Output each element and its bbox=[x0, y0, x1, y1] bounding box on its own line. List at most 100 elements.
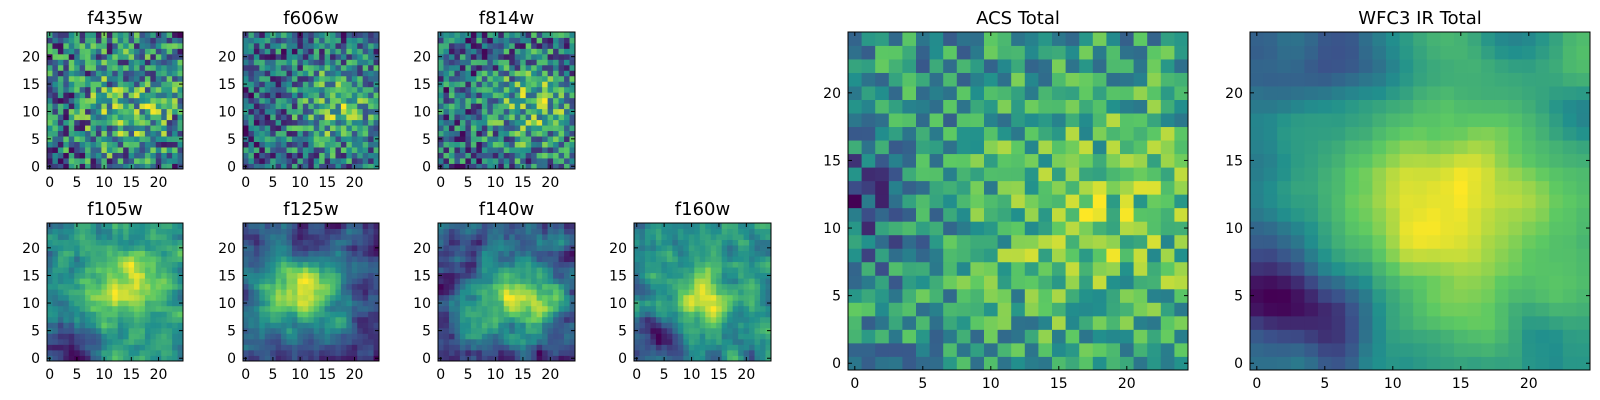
heatmap-cell bbox=[661, 267, 668, 274]
heatmap-cell bbox=[340, 37, 347, 44]
heatmap-cell bbox=[547, 53, 554, 60]
heatmap-cell bbox=[357, 48, 364, 55]
heatmap-cell bbox=[492, 333, 499, 340]
heatmap-cell bbox=[498, 250, 505, 257]
heatmap-cell bbox=[487, 81, 494, 88]
heatmap-cell bbox=[259, 261, 266, 268]
heatmap-cell bbox=[351, 125, 358, 132]
heatmap-cell bbox=[139, 223, 146, 229]
heatmap-cell bbox=[492, 322, 499, 329]
heatmap-cell bbox=[448, 228, 455, 235]
heatmap-cell bbox=[335, 147, 342, 153]
heatmap-cell bbox=[346, 294, 353, 301]
heatmap-cell bbox=[655, 250, 662, 257]
heatmap-cells bbox=[243, 223, 380, 362]
heatmap-cell bbox=[558, 278, 565, 285]
heatmap-cell bbox=[275, 311, 282, 318]
heatmap-cell bbox=[52, 163, 59, 170]
heatmap-cell bbox=[525, 103, 532, 110]
heatmap-cell bbox=[694, 234, 701, 240]
heatmap-cell bbox=[997, 288, 1012, 303]
heatmap-cell bbox=[525, 59, 532, 66]
heatmap-cell bbox=[313, 272, 320, 279]
heatmap-cell bbox=[476, 245, 483, 251]
heatmap-cell bbox=[319, 239, 325, 246]
heatmap-cell bbox=[564, 81, 570, 88]
heatmap-cell bbox=[172, 92, 178, 99]
heatmap-cell bbox=[749, 223, 755, 229]
heatmap-cell bbox=[650, 344, 657, 351]
heatmap-cell bbox=[166, 136, 173, 142]
heatmap-cell bbox=[547, 294, 554, 301]
heatmap-cell bbox=[264, 228, 271, 235]
heatmap-cell bbox=[564, 239, 570, 246]
heatmap-cell bbox=[683, 333, 690, 340]
panel-title: f160w bbox=[675, 199, 730, 220]
heatmap-cell bbox=[498, 289, 505, 296]
heatmap-cell bbox=[57, 64, 64, 71]
heatmap-cell bbox=[564, 158, 570, 164]
heatmap-cell bbox=[738, 316, 744, 323]
heatmap-cell bbox=[155, 136, 162, 142]
heatmap-cell bbox=[666, 234, 673, 240]
heatmap-cell bbox=[308, 130, 315, 137]
heatmap-cell bbox=[476, 130, 483, 137]
heatmap-cell bbox=[558, 327, 565, 334]
heatmap-cell bbox=[95, 278, 102, 285]
heatmap-cell bbox=[286, 228, 293, 235]
heatmap-cell bbox=[956, 288, 971, 303]
heatmap-cell bbox=[79, 267, 86, 274]
heatmap-cell bbox=[531, 344, 538, 351]
heatmap-cell bbox=[57, 86, 64, 93]
heatmap-cell bbox=[144, 223, 151, 229]
heatmap-cell bbox=[503, 103, 510, 110]
heatmap-cell bbox=[340, 108, 347, 115]
heatmap-cell bbox=[749, 250, 755, 257]
heatmap-cell bbox=[161, 42, 168, 49]
heatmap-cell bbox=[106, 272, 113, 279]
heatmap-cell bbox=[319, 53, 325, 60]
heatmap-cell bbox=[525, 355, 532, 362]
heatmap-cell bbox=[749, 239, 755, 246]
heatmap-cell bbox=[335, 250, 342, 257]
heatmap-cell bbox=[123, 322, 129, 329]
heatmap-cell bbox=[134, 289, 140, 296]
heatmap-cell bbox=[661, 316, 668, 323]
heatmap-cell bbox=[123, 75, 129, 82]
heatmap-cell bbox=[362, 289, 369, 296]
heatmap-cell bbox=[929, 234, 944, 249]
heatmap-cell bbox=[738, 250, 744, 257]
heatmap-cell bbox=[481, 267, 488, 274]
heatmap-cell bbox=[259, 158, 266, 164]
heatmap-cell bbox=[155, 322, 162, 329]
heatmap-cell bbox=[760, 300, 766, 307]
heatmap-cell bbox=[362, 136, 369, 142]
heatmap-cell bbox=[454, 283, 461, 290]
heatmap-cell bbox=[716, 322, 723, 329]
heatmap-cell bbox=[536, 59, 543, 66]
heatmap-cell bbox=[270, 283, 277, 290]
heatmap-cell bbox=[520, 261, 527, 268]
heatmap-cell bbox=[760, 311, 766, 318]
heatmap-cell bbox=[166, 300, 173, 307]
heatmap-cell bbox=[248, 294, 255, 301]
heatmap-cell bbox=[313, 278, 320, 285]
heatmap-cell bbox=[498, 97, 505, 104]
heatmap-cell bbox=[448, 141, 455, 148]
heatmap-cell bbox=[95, 119, 102, 126]
heatmap-cell bbox=[498, 108, 505, 115]
heatmap-cell bbox=[754, 283, 761, 290]
heatmap-cell bbox=[655, 338, 662, 345]
heatmap-cell bbox=[155, 42, 162, 49]
heatmap-cell bbox=[68, 294, 75, 301]
heatmap-cell bbox=[705, 344, 712, 351]
heatmap-cell bbox=[324, 267, 331, 274]
heatmap-cell bbox=[57, 327, 64, 334]
heatmap-cell bbox=[319, 42, 325, 49]
heatmap-cell bbox=[302, 228, 309, 235]
heatmap-cell bbox=[705, 272, 712, 279]
heatmap-cell bbox=[63, 48, 70, 55]
heatmap-cell bbox=[547, 64, 554, 71]
heatmap-cell bbox=[335, 114, 342, 121]
heatmap-cell bbox=[1174, 234, 1189, 249]
